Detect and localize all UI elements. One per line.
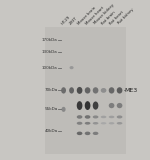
Ellipse shape (93, 101, 98, 110)
Ellipse shape (77, 115, 82, 119)
Ellipse shape (85, 87, 90, 94)
Text: 130kDa: 130kDa (42, 51, 58, 54)
Ellipse shape (117, 115, 122, 118)
Ellipse shape (85, 101, 90, 110)
Ellipse shape (85, 115, 90, 119)
Ellipse shape (85, 132, 90, 135)
Text: Rat kidney: Rat kidney (117, 8, 134, 25)
Ellipse shape (109, 116, 114, 118)
Text: 40kDa: 40kDa (44, 129, 58, 133)
Ellipse shape (117, 103, 122, 108)
Ellipse shape (101, 88, 106, 93)
Text: ME3: ME3 (125, 88, 138, 93)
Ellipse shape (117, 87, 122, 94)
Text: Mouse brain: Mouse brain (77, 5, 97, 25)
Text: 55kDa: 55kDa (44, 107, 58, 111)
Text: Mouse kidney: Mouse kidney (93, 3, 115, 25)
Ellipse shape (93, 87, 98, 94)
Text: Mouse heart: Mouse heart (85, 5, 105, 25)
Ellipse shape (117, 122, 122, 124)
Text: 293T: 293T (69, 16, 79, 25)
Ellipse shape (77, 122, 82, 125)
Text: 70kDa: 70kDa (44, 88, 58, 92)
Text: 100kDa: 100kDa (42, 66, 58, 70)
Text: 170kDa: 170kDa (42, 38, 58, 42)
Ellipse shape (93, 132, 98, 135)
Ellipse shape (77, 101, 82, 110)
Text: Rat brain: Rat brain (101, 10, 116, 25)
Ellipse shape (109, 87, 114, 94)
Ellipse shape (77, 87, 82, 94)
Text: Rat heart: Rat heart (109, 10, 124, 25)
Ellipse shape (109, 103, 114, 108)
Ellipse shape (93, 122, 98, 124)
Ellipse shape (77, 132, 82, 135)
Ellipse shape (101, 122, 106, 124)
Ellipse shape (61, 107, 66, 112)
Ellipse shape (85, 122, 90, 125)
Ellipse shape (69, 87, 74, 94)
Text: HT-29: HT-29 (61, 15, 72, 25)
Ellipse shape (61, 87, 66, 94)
Ellipse shape (109, 122, 114, 124)
Ellipse shape (70, 66, 74, 69)
Ellipse shape (101, 116, 106, 118)
Ellipse shape (93, 115, 98, 118)
